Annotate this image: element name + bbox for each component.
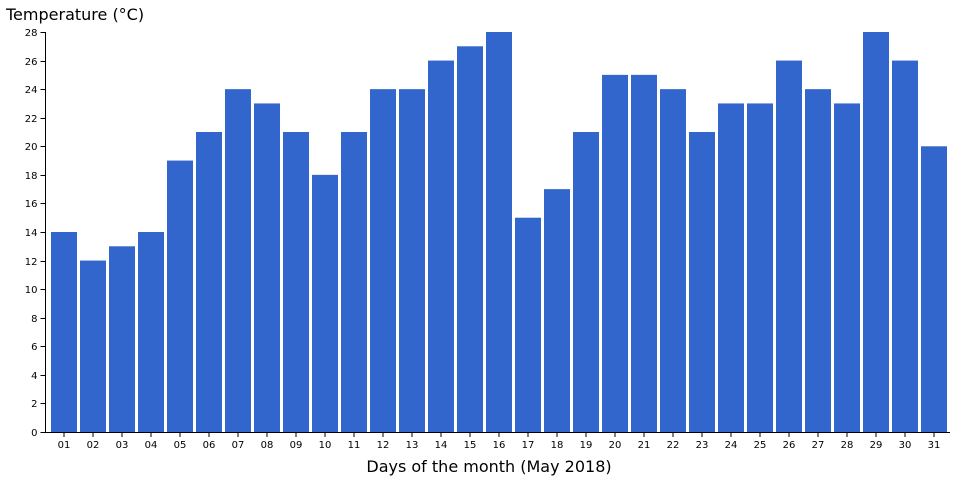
y-tick-label: 2 [31,399,37,410]
bar-day-29 [863,32,889,432]
x-tick-label: 05 [174,440,187,451]
y-tick-label: 10 [25,285,38,296]
bar-day-10 [312,174,338,433]
x-tick-label: 21 [638,440,651,451]
x-tick-label: 06 [203,440,216,451]
bar-day-07 [225,89,251,432]
bar-day-12 [370,89,396,432]
bar-day-16 [486,32,512,432]
x-tick-label: 13 [406,440,419,451]
bar-day-23 [689,132,715,432]
x-tick-label: 10 [319,440,332,451]
bar-day-24 [718,103,744,433]
y-tick-label: 0 [31,428,37,439]
bars-group [51,32,947,433]
x-tick-label: 25 [754,440,767,451]
y-tick-label: 18 [25,171,38,182]
y-tick-label: 28 [25,28,38,39]
y-tick-label: 20 [25,142,38,153]
x-tick-label: 07 [232,440,245,451]
y-tick-label: 24 [25,85,38,96]
y-tick-label: 6 [31,342,37,353]
x-tick-label: 29 [870,440,883,451]
bar-day-17 [515,217,541,432]
bar-day-31 [921,146,947,433]
y-tick-label: 4 [31,371,37,382]
bar-day-22 [660,89,686,432]
x-tick-label: 20 [609,440,622,451]
bar-day-03 [109,246,135,432]
x-tick-label: 19 [580,440,593,451]
x-tick-label: 04 [145,440,158,451]
x-tick-label: 18 [551,440,564,451]
bar-day-05 [167,160,193,432]
bar-day-26 [776,60,802,432]
bar-day-04 [138,232,164,432]
x-tick-label: 09 [290,440,303,451]
x-tick-label: 12 [377,440,390,451]
x-tick-label: 01 [58,440,71,451]
x-tick-label: 24 [725,440,738,451]
x-tick-label: 30 [899,440,912,451]
x-tick-label: 17 [522,440,535,451]
bar-day-02 [80,260,106,432]
bar-day-06 [196,132,222,432]
bar-day-18 [544,189,570,432]
y-tick-label: 16 [25,199,38,210]
y-tick-label: 26 [25,57,38,68]
bar-day-30 [892,60,918,432]
x-tick-label: 02 [87,440,100,451]
x-axis-label: Days of the month (May 2018) [366,457,611,476]
y-tick-label: 22 [25,114,38,125]
x-axis: 01 02 03 04 05 06 07 08 09 10 11 12 13 14 15 16 17 18 19 20… [45,432,950,451]
bar-day-25 [747,103,773,433]
x-tick-label: 22 [667,440,680,451]
x-tick-label: 08 [261,440,274,451]
bar-day-09 [283,132,309,432]
bar-day-21 [631,74,657,433]
y-tick-label: 12 [25,257,38,268]
x-tick-label: 14 [435,440,448,451]
bar-day-13 [399,89,425,432]
x-tick-label: 16 [493,440,506,451]
x-tick-label: 23 [696,440,709,451]
bar-day-19 [573,132,599,432]
x-tick-label: 31 [928,440,941,451]
x-tick-label: 15 [464,440,477,451]
y-axis-label: Temperature (°C) [5,5,144,24]
bar-day-14 [428,60,454,432]
x-tick-label: 28 [841,440,854,451]
x-tick-label: 11 [348,440,361,451]
y-tick-label: 8 [31,314,37,325]
y-tick-label: 14 [25,228,38,239]
bar-day-15 [457,46,483,432]
x-tick-label: 03 [116,440,129,451]
bar-day-08 [254,103,280,433]
bar-day-27 [805,89,831,432]
bar-day-20 [602,74,628,433]
bar-day-01 [51,232,77,432]
x-tick-label: 26 [783,440,796,451]
bar-day-28 [834,103,860,433]
x-tick-label: 27 [812,440,825,451]
bar-day-11 [341,132,367,432]
